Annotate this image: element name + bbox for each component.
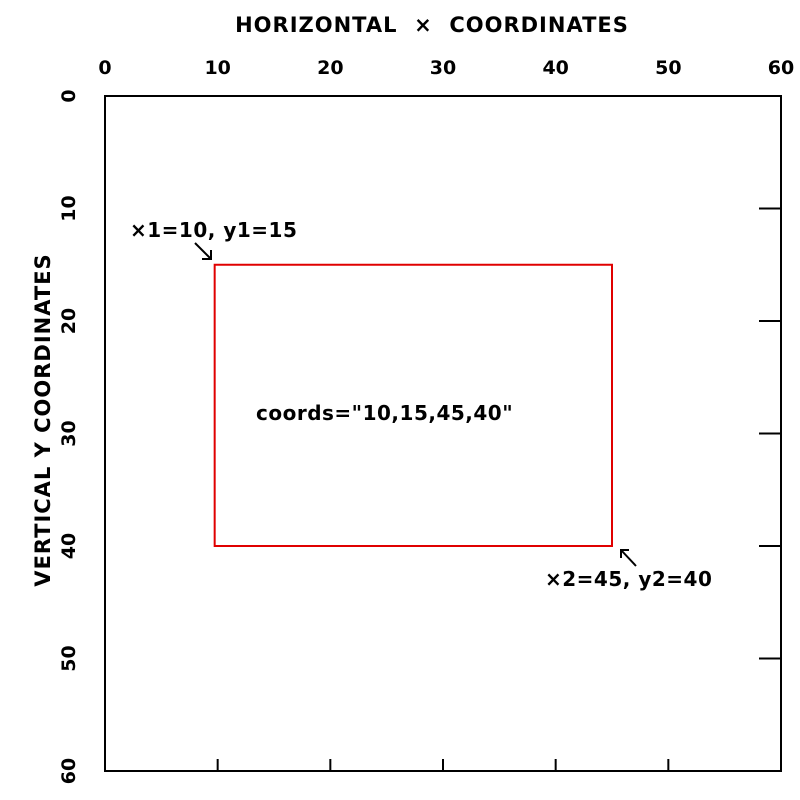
top-left-arrow: [194, 242, 212, 260]
x-tick-label: 20: [317, 57, 343, 79]
y-axis-ticks: 0 10 20 30 40 50 60: [58, 89, 781, 784]
y-tick-label: 50: [58, 645, 80, 671]
x-tick-label: 60: [768, 57, 794, 79]
y-tick-label: 20: [58, 308, 80, 334]
y-tick-label: 0: [58, 89, 80, 102]
x-tick-label: 50: [655, 57, 681, 79]
top-left-corner-label: ×1=10, y1=15: [130, 218, 297, 242]
x-tick-label: 10: [204, 57, 230, 79]
y-tick-label: 40: [58, 533, 80, 559]
y-tick-label: 10: [58, 195, 80, 221]
y-tick-label: 60: [58, 758, 80, 784]
x-axis-ticks: 0 10 20 30 40 50 60: [98, 57, 794, 771]
y-tick-label: 30: [58, 420, 80, 446]
bottom-right-arrow: [620, 549, 637, 567]
coords-rectangle: [213, 263, 614, 547]
x-tick-label: 30: [430, 57, 456, 79]
coords-attribute-label: coords="10,15,45,40": [256, 401, 513, 425]
x-tick-label: 40: [542, 57, 568, 79]
x-axis-title: HORIZONTAL × COORDINATES: [235, 13, 629, 37]
y-axis-title: VERTICAL Y COORDINATES: [31, 253, 55, 586]
x-tick-label: 0: [98, 57, 111, 79]
plot-frame: [104, 95, 782, 772]
bottom-right-corner-label: ×2=45, y2=40: [545, 567, 712, 591]
